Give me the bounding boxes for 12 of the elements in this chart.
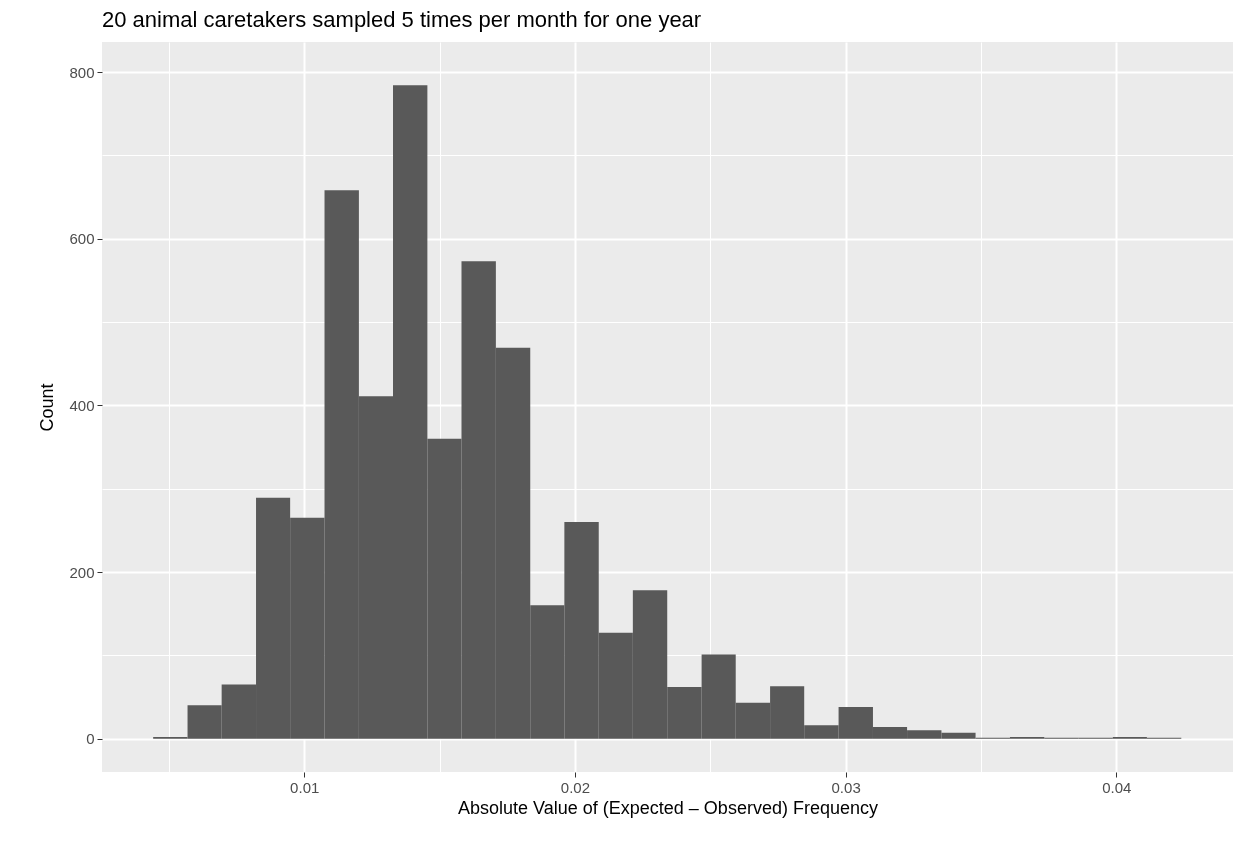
- y-tick-label: 800: [69, 63, 95, 81]
- y-tick-label: 600: [69, 230, 95, 248]
- y-tick-label: 0: [86, 730, 95, 748]
- chart-title: 20 animal caretakers sampled 5 times per month for one year: [102, 7, 702, 32]
- x-tick-label: 0.03: [831, 778, 861, 796]
- x-tick-label: 0.04: [1102, 778, 1132, 796]
- x-tick-label: 0.02: [560, 778, 591, 796]
- y-tick-label: 200: [69, 563, 95, 581]
- x-tick-label: 0.01: [290, 778, 320, 796]
- y-tick-label: 400: [69, 396, 95, 414]
- x-axis-title: Absolute Value of (Expected – Observed) Frequency: [458, 797, 878, 818]
- y-axis-title: Count: [37, 383, 58, 432]
